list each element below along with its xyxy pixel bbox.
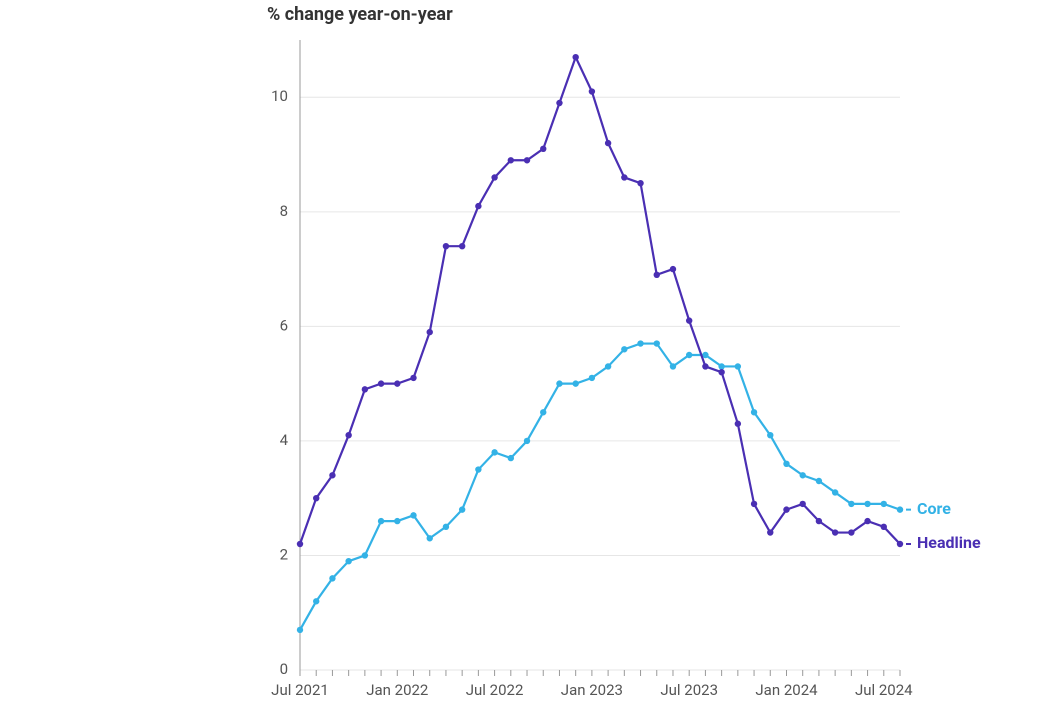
series-label-headline: Headline (917, 533, 981, 552)
series-marker-headline (508, 157, 514, 163)
series-marker-headline (654, 272, 660, 278)
series-marker-core (394, 518, 400, 524)
series-marker-core (329, 575, 335, 581)
series-marker-headline (313, 495, 319, 501)
series-marker-headline (686, 317, 692, 323)
series-marker-headline (329, 472, 335, 478)
series-marker-core (605, 363, 611, 369)
series-line-core (300, 344, 900, 630)
series-marker-core (378, 518, 384, 524)
y-tick-label: 8 (280, 202, 288, 220)
x-tick-label: Jan 2022 (366, 681, 428, 699)
series-marker-core (589, 375, 595, 381)
series-marker-core (735, 363, 741, 369)
series-marker-headline (751, 501, 757, 507)
series-marker-core (297, 627, 303, 633)
series-marker-core (491, 449, 497, 455)
series-marker-headline (394, 380, 400, 386)
inflation-line-chart: % change year-on-year 0246810Jul 2021Jan… (0, 0, 1059, 706)
series-marker-headline (881, 524, 887, 530)
series-marker-core (459, 506, 465, 512)
series-marker-core (427, 535, 433, 541)
x-tick-label: Jul 2022 (466, 681, 524, 699)
series-marker-core (508, 455, 514, 461)
series-marker-core (410, 512, 416, 518)
x-tick-label: Jul 2021 (271, 681, 329, 699)
series-marker-core (816, 478, 822, 484)
series-marker-headline (800, 501, 806, 507)
series-line-headline (300, 57, 900, 544)
y-tick-label: 6 (280, 316, 288, 334)
y-tick-label: 10 (271, 87, 288, 105)
series-marker-headline (572, 54, 578, 60)
series-marker-core (848, 501, 854, 507)
series-marker-headline (605, 140, 611, 146)
series-marker-headline (783, 506, 789, 512)
series-marker-core (621, 346, 627, 352)
series-marker-core (345, 558, 351, 564)
x-tick-label: Jul 2024 (855, 681, 913, 699)
series-marker-headline (767, 529, 773, 535)
series-marker-headline (556, 100, 562, 106)
series-marker-core (313, 598, 319, 604)
series-marker-core (897, 506, 903, 512)
x-tick-label: Jul 2023 (660, 681, 718, 699)
series-marker-headline (378, 380, 384, 386)
series-marker-headline (718, 369, 724, 375)
chart-svg: 0 2 4 6 8 10 Jul 2021 Jan 2022 Jul 2022 Jan 2023 J… (0, 0, 1059, 706)
series-marker-headline (475, 203, 481, 209)
x-tick-label: Jan 2024 (755, 681, 818, 699)
series-marker-core (556, 380, 562, 386)
series-marker-headline (897, 541, 903, 547)
series-marker-headline (443, 243, 449, 249)
series-marker-core (800, 472, 806, 478)
series-marker-headline (589, 88, 595, 94)
series-marker-core (670, 363, 676, 369)
series-marker-core (637, 340, 643, 346)
series-marker-core (751, 409, 757, 415)
series-marker-headline (345, 432, 351, 438)
series-marker-core (881, 501, 887, 507)
series-marker-core (832, 489, 838, 495)
series-marker-headline (459, 243, 465, 249)
series-marker-headline (524, 157, 530, 163)
series-marker-core (654, 340, 660, 346)
series-marker-core (475, 466, 481, 472)
series-marker-headline (864, 518, 870, 524)
series-marker-headline (362, 386, 368, 392)
series-marker-headline (491, 174, 497, 180)
series-marker-core (767, 432, 773, 438)
y-tick-label: 0 (280, 660, 288, 678)
x-tick-label: Jan 2023 (561, 681, 623, 699)
series-label-core: Core (917, 499, 951, 518)
series-marker-core (443, 524, 449, 530)
series-marker-core (540, 409, 546, 415)
series-marker-headline (637, 180, 643, 186)
series-marker-headline (621, 174, 627, 180)
series-marker-headline (735, 421, 741, 427)
series-marker-headline (427, 329, 433, 335)
y-tick-label: 4 (280, 431, 289, 449)
series-marker-headline (410, 375, 416, 381)
series-marker-core (572, 380, 578, 386)
series-marker-core (686, 352, 692, 358)
series-marker-headline (297, 541, 303, 547)
series-marker-headline (670, 266, 676, 272)
series-marker-headline (702, 363, 708, 369)
series-marker-core (783, 461, 789, 467)
series-marker-core (524, 438, 530, 444)
series-marker-headline (832, 529, 838, 535)
series-marker-headline (540, 146, 546, 152)
series-marker-core (864, 501, 870, 507)
series-marker-headline (848, 529, 854, 535)
series-marker-core (718, 363, 724, 369)
y-tick-label: 2 (280, 545, 288, 563)
series-marker-headline (816, 518, 822, 524)
series-marker-core (362, 552, 368, 558)
